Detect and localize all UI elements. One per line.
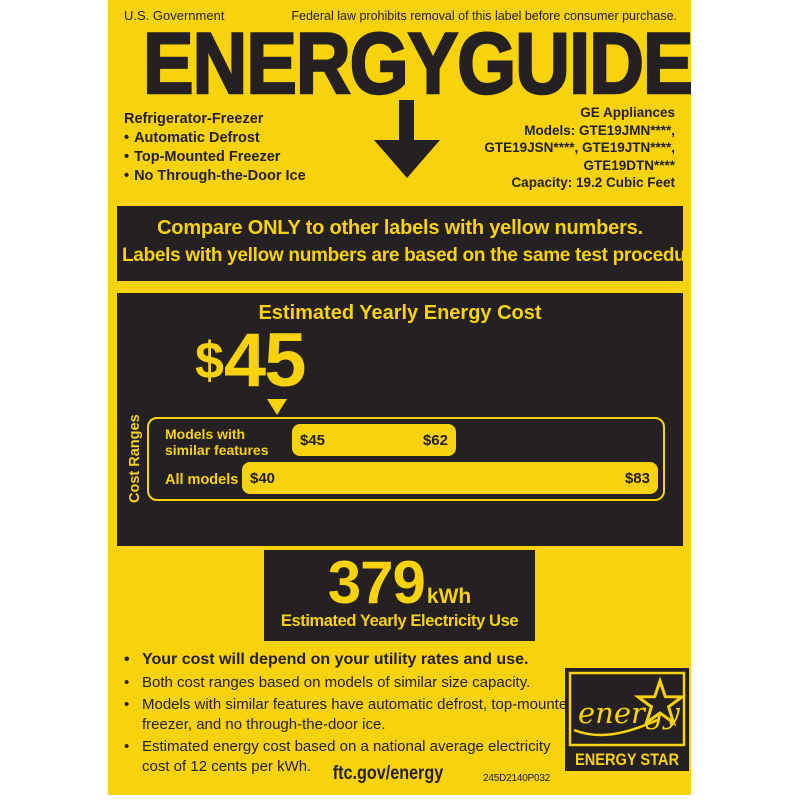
bullet-glyph: • — [124, 738, 130, 755]
currency-symbol: $ — [195, 332, 224, 390]
electricity-use-value: 379 kWh — [264, 549, 535, 616]
similar-models-range-bar: $45 $62 — [292, 424, 456, 456]
range-label-line: similar features — [165, 442, 269, 458]
range-max-value: $62 — [422, 431, 448, 449]
federal-law-text: Federal law prohibits removal of this la… — [291, 9, 677, 23]
ftc-url-text: ftc.gov/energy — [332, 763, 444, 784]
capacity-line: Capacity: 19.2 Cubic Feet — [511, 175, 675, 190]
kwh-unit: kWh — [426, 585, 472, 608]
bullet-text: Both cost ranges based on models of simi… — [142, 673, 531, 691]
feature-item: • Automatic Defrost — [124, 129, 306, 148]
disclosure-bullets: • Your cost will depend on your utility … — [124, 650, 576, 779]
range-row-label: Models with similar features — [165, 426, 269, 458]
compare-notice-line1: Compare ONLY to other labels with yellow… — [157, 217, 643, 239]
range-label-line: Models with — [165, 426, 246, 442]
range-min-value: $45 — [300, 431, 326, 449]
appliance-type: Refrigerator-Freezer — [124, 111, 264, 127]
feature-label: Automatic Defrost — [134, 130, 260, 146]
model-numbers-line: GTE19JSN****, GTE19JTN****, — [484, 140, 675, 155]
bullet-glyph: • — [124, 673, 130, 691]
appliance-features: Refrigerator-Freezer • Automatic Defrost… — [124, 110, 306, 186]
energyguide-logotype: ENERGYGUIDE — [142, 16, 691, 112]
cost-amount: 45 — [223, 318, 307, 403]
bullet-glyph: • — [124, 168, 130, 184]
bullet-item: • Both cost ranges based on models of si… — [124, 673, 576, 693]
bullet-item: • Estimated energy cost based on a natio… — [124, 737, 576, 776]
energy-star-wordmark: ENERGY STAR — [575, 751, 679, 769]
star-icon — [633, 676, 687, 727]
all-models-range-bar: $40 $83 — [242, 462, 658, 494]
feature-item: • No Through-the-Door Ice — [124, 167, 306, 186]
bullet-text: Your cost will depend on your utility ra… — [142, 651, 529, 668]
cost-pointer-icon — [267, 399, 287, 415]
compare-notice-box: Compare ONLY to other labels with yellow… — [117, 206, 683, 281]
down-arrow-icon — [374, 100, 440, 178]
model-numbers-line: Models: GTE19JMN****, — [524, 122, 675, 138]
range-row-label: All models — [165, 472, 239, 488]
range-min-value: $40 — [250, 469, 276, 487]
kwh-amount: 379 — [327, 549, 426, 616]
energy-star-logo: energy ENERGY STAR — [565, 668, 689, 771]
yearly-cost-box: Estimated Yearly Energy Cost $ 45 Cost R… — [117, 293, 683, 546]
model-numbers-line: GTE19DTN**** — [583, 157, 675, 173]
cost-ranges-chart: Models with similar features $45 $62 All… — [147, 417, 665, 501]
compare-notice-line2: Labels with yellow numbers are based on … — [122, 245, 683, 266]
manufacturer-info: GE Appliances Models: GTE19JMN****, GTE1… — [484, 104, 675, 192]
yearly-cost-heading: Estimated Yearly Energy Cost — [258, 302, 542, 324]
bullet-item: • Your cost will depend on your utility … — [124, 650, 576, 670]
manufacturer-name: GE Appliances — [580, 105, 675, 120]
bullet-glyph: • — [124, 651, 130, 668]
energy-script-swash — [573, 718, 658, 737]
yearly-cost-value: $ 45 — [195, 318, 307, 403]
label-part-number: 245D2140P032 — [483, 773, 551, 784]
bullet-text: Estimated energy cost based on a nationa… — [142, 738, 551, 775]
feature-item: • Top-Mounted Freezer — [124, 148, 306, 167]
bullet-glyph: • — [124, 130, 130, 146]
cost-ranges-axis-label: Cost Ranges — [127, 414, 143, 504]
bullet-glyph: • — [124, 149, 130, 165]
bullet-glyph: • — [124, 696, 130, 713]
bullet-text: Models with similar features have automa… — [142, 696, 576, 733]
feature-label: Top-Mounted Freezer — [134, 149, 281, 165]
electricity-use-caption: Estimated Yearly Electricity Use — [280, 612, 519, 630]
electricity-use-box: 379 kWh Estimated Yearly Electricity Use — [264, 550, 535, 641]
us-government-text: U.S. Government — [124, 8, 225, 23]
bullet-item: • Models with similar features have auto… — [124, 695, 576, 734]
range-max-value: $83 — [624, 469, 650, 487]
energyguide-label: U.S. Government Federal law prohibits re… — [108, 0, 691, 795]
feature-label: No Through-the-Door Ice — [134, 168, 306, 184]
